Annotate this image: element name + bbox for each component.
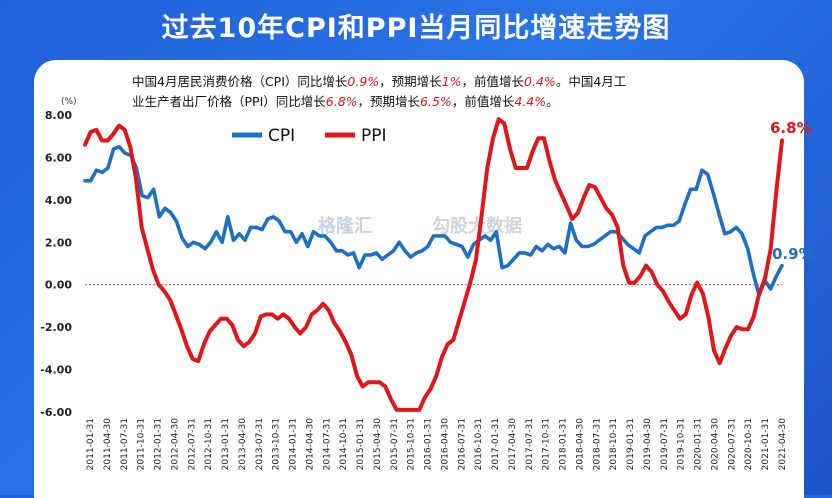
x-tick-label: 2016-10-31 — [474, 418, 484, 470]
x-tick-label: 2017-07-31 — [525, 418, 535, 470]
x-tick-label: 2011-10-31 — [137, 418, 147, 470]
x-tick-label: 2016-07-31 — [457, 418, 467, 470]
x-tick-label: 2019-01-31 — [626, 418, 636, 470]
x-tick-label: 2012-04-30 — [170, 418, 180, 471]
cpi-end-label: 0.9% — [772, 245, 814, 263]
ppi-line — [83, 117, 784, 412]
x-tick-label: 2015-01-31 — [356, 418, 366, 470]
x-tick-label: 2021-04-30 — [778, 418, 788, 471]
x-tick-label: 2015-07-31 — [390, 418, 400, 470]
x-tick-label: 2016-04-30 — [440, 418, 450, 471]
x-tick-label: 2019-04-30 — [643, 418, 653, 471]
ppi-end-label: 6.8% — [770, 119, 812, 137]
x-tick-label: 2018-01-31 — [559, 418, 569, 470]
watermark-data: 勾股大数据 — [432, 216, 522, 237]
x-tick-label: 2018-10-31 — [609, 418, 619, 470]
note-text-6: ，前值增长 — [451, 94, 515, 109]
chart-panel — [34, 60, 804, 498]
x-tick-label: 2011-01-31 — [86, 418, 96, 470]
note-text-4: 。中国4月工业生产者出厂价格（PPI）同比增长 — [132, 74, 627, 109]
note-text-7: 。 — [546, 94, 559, 109]
x-tick-label: 2017-04-30 — [508, 418, 518, 471]
x-tick-label: 2021-01-31 — [761, 418, 771, 470]
summary-note: 中国4月居民消费价格（CPI）同比增长0.9%，预期增长1%，前值增长0.4%。… — [132, 72, 632, 112]
x-tick-label: 2013-10-31 — [272, 418, 282, 470]
cpi-previous: 0.4% — [524, 74, 556, 89]
y-tick-label: -4.00 — [40, 364, 72, 377]
y-tick-label: 6.00 — [45, 151, 72, 164]
y-tick-label: 4.00 — [45, 194, 72, 207]
note-text-5: ，预期增长 — [357, 94, 421, 109]
x-tick-label: 2013-07-31 — [255, 418, 265, 470]
x-tick-label: 2011-04-30 — [103, 418, 113, 471]
y-tick-label: -2.00 — [40, 321, 72, 334]
y-tick-label: -6.00 — [40, 406, 72, 419]
y-tick-label: 2.00 — [45, 236, 72, 249]
note-text-2: ，预期增长 — [379, 74, 442, 89]
x-tick-label: 2015-04-30 — [373, 418, 383, 471]
note-text-1: 中国4月居民消费价格（CPI）同比增长 — [132, 74, 348, 89]
x-tick-label: 2012-07-31 — [187, 418, 197, 470]
x-tick-label: 2013-01-31 — [221, 418, 231, 470]
x-tick-label: 2017-10-31 — [542, 418, 552, 470]
x-tick-label: 2020-10-31 — [744, 418, 754, 470]
legend-ppi-label: PPI — [361, 126, 387, 146]
x-tick-label: 2020-04-30 — [710, 418, 720, 471]
x-tick-label: 2019-07-31 — [660, 418, 670, 470]
cpi-line — [83, 145, 784, 298]
y-tick-label: 0.00 — [45, 279, 72, 292]
cpi-expected: 1% — [441, 74, 462, 89]
x-tick-label: 2018-04-30 — [575, 418, 585, 471]
ppi-previous: 4.4% — [514, 94, 547, 109]
x-tick-label: 2020-07-31 — [727, 418, 737, 470]
ppi-value: 6.8% — [325, 94, 358, 109]
x-tick-label: 2019-10-31 — [677, 418, 687, 470]
y-tick-label: 8.00 — [45, 109, 72, 122]
page-title: 过去10年CPI和PPI当月同比增速走势图 — [161, 13, 671, 44]
legend-cpi-label: CPI — [268, 126, 295, 146]
watermark-brand: 格隆汇 — [318, 216, 372, 237]
cpi-value: 0.9% — [347, 74, 380, 89]
note-text-3: ，前值增长 — [461, 74, 525, 89]
x-tick-label: 2011-07-31 — [120, 418, 130, 470]
ppi-expected: 6.5% — [420, 94, 452, 109]
x-tick-label: 2014-07-31 — [322, 418, 332, 470]
x-tick-label: 2013-04-30 — [238, 418, 248, 471]
x-tick-label: 2014-01-31 — [289, 418, 299, 470]
x-tick-label: 2014-04-30 — [305, 418, 315, 471]
y-axis-label: (%) — [61, 97, 77, 107]
x-tick-label: 2018-07-31 — [592, 418, 602, 470]
x-tick-label: 2015-10-31 — [407, 418, 417, 470]
x-tick-label: 2014-10-31 — [339, 418, 349, 470]
x-tick-label: 2012-01-31 — [154, 418, 164, 470]
x-tick-label: 2017-01-31 — [491, 418, 501, 470]
x-tick-label: 2016-01-31 — [424, 418, 434, 470]
x-tick-label: 2012-10-31 — [204, 418, 214, 470]
x-tick-label: 2020-01-31 — [694, 418, 704, 470]
